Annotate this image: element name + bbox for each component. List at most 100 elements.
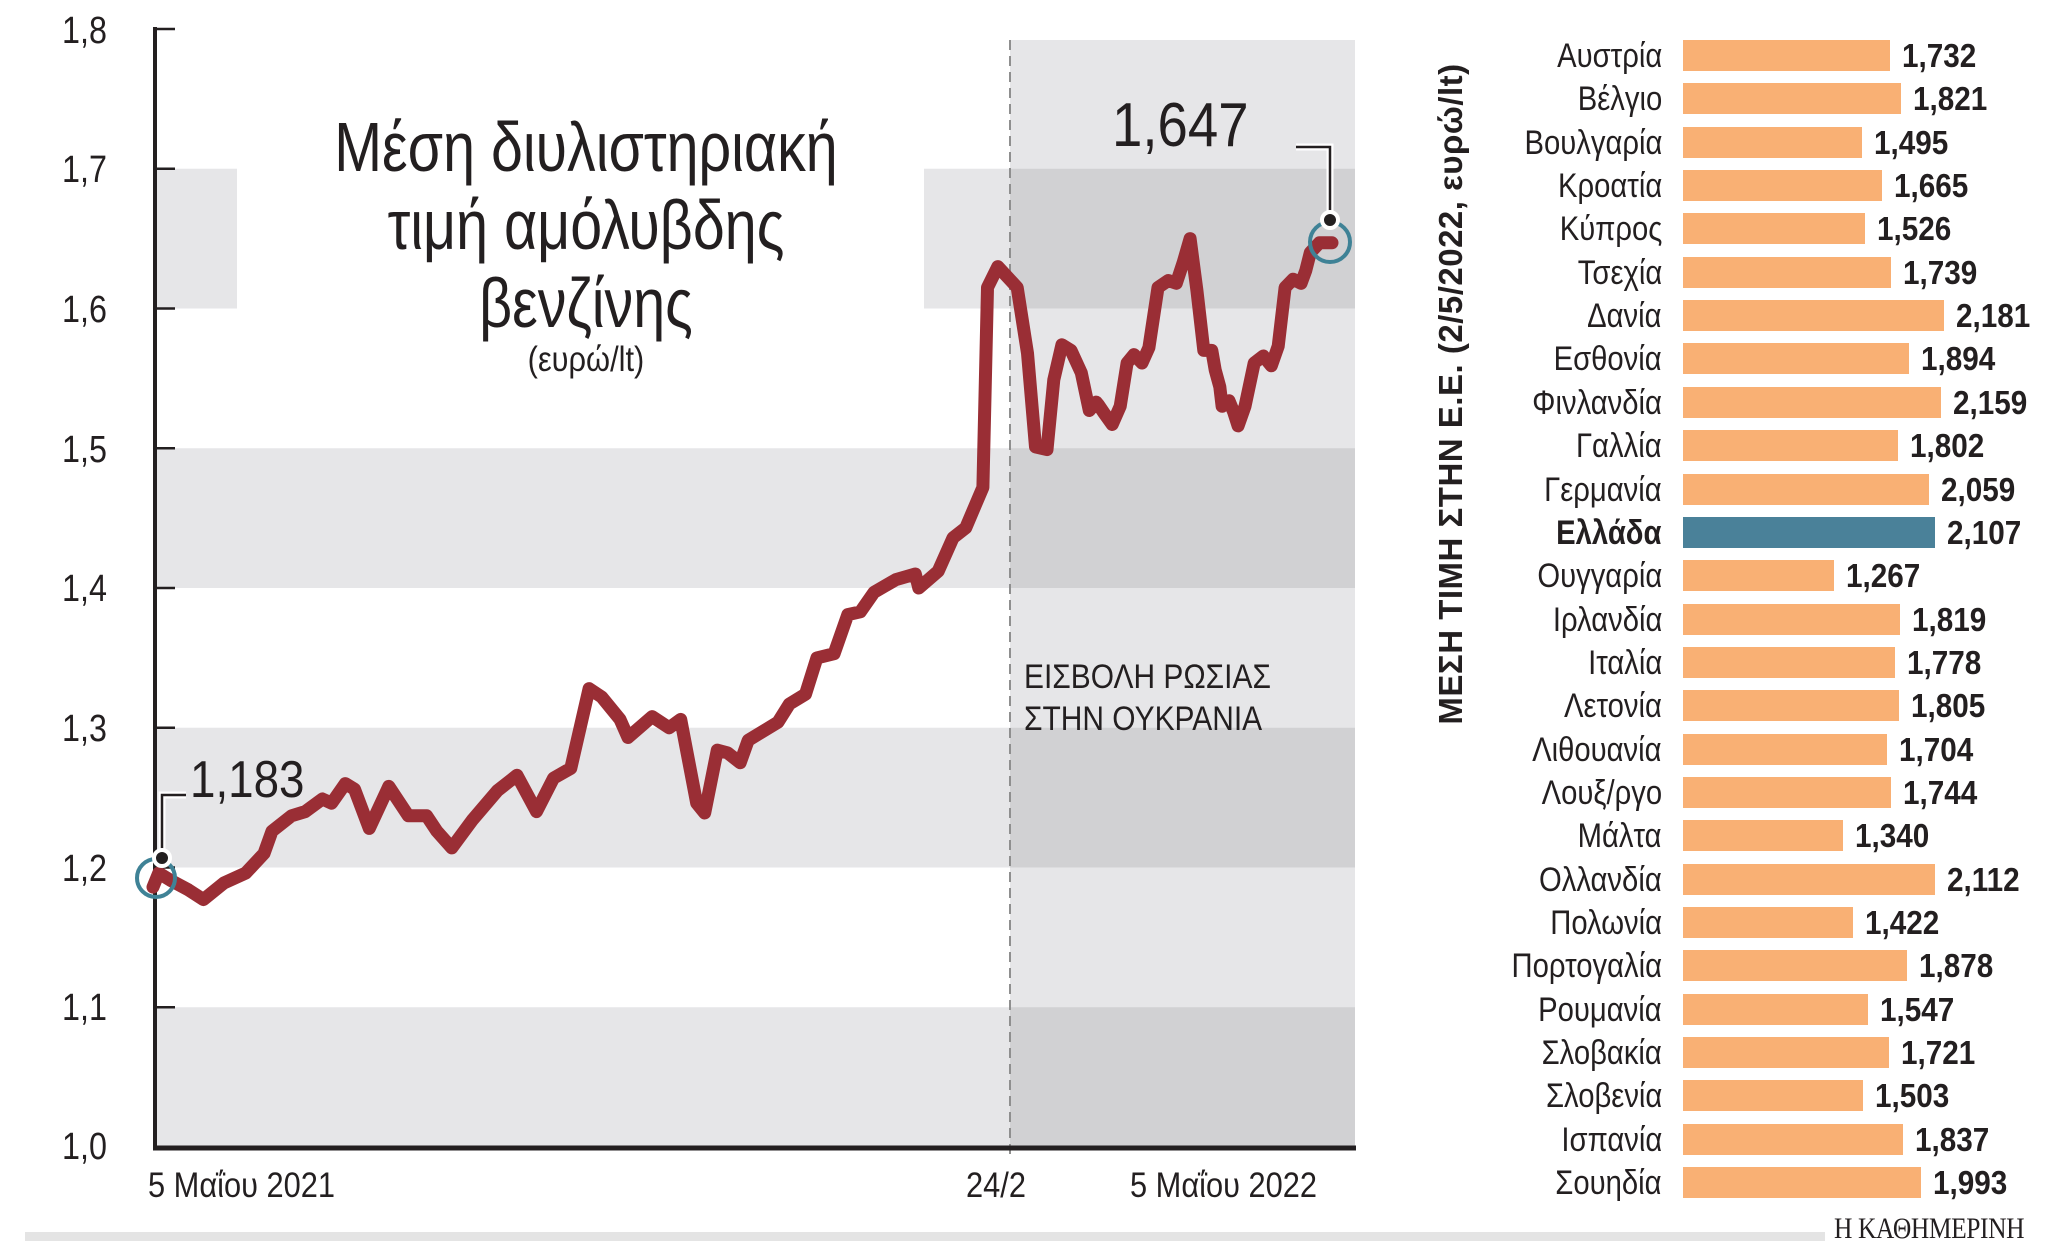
bar-row: Γερμανία 2,059 bbox=[1480, 470, 2048, 510]
country-label: Γερμανία bbox=[1544, 470, 1662, 509]
country-label: Ιρλανδία bbox=[1552, 600, 1662, 639]
price-bar bbox=[1683, 863, 1936, 895]
price-value: 2,181 bbox=[1955, 297, 2030, 335]
country-label: Σλοβενία bbox=[1545, 1077, 1662, 1116]
chart-title-line: βενζίνης bbox=[479, 264, 693, 342]
bar-row: Αυστρία 1,732 bbox=[1480, 36, 2048, 76]
price-bar bbox=[1683, 733, 1887, 765]
y-tick-label: 1,1 bbox=[62, 987, 107, 1029]
bar-row: Δανία 2,181 bbox=[1480, 296, 2048, 336]
bar-row: Ιταλία 1,778 bbox=[1480, 643, 2048, 683]
event-annotation: ΕΙΣΒΟΛΗ ΡΩΣΙΑΣ ΣΤΗΝ ΟΥΚΡΑΝΙΑ bbox=[1024, 656, 1271, 740]
bar-row: Πολωνία 1,422 bbox=[1480, 903, 2048, 943]
bar-row: Ιρλανδία 1,819 bbox=[1480, 600, 2048, 640]
band bbox=[155, 1007, 1010, 1147]
price-bar bbox=[1683, 1037, 1889, 1069]
country-label: Λετονία bbox=[1564, 687, 1662, 726]
price-value: 1,837 bbox=[1914, 1120, 1989, 1158]
band bbox=[1010, 727, 1355, 868]
event-annotation-line: ΣΤΗΝ ΟΥΚΡΑΝΙΑ bbox=[1024, 700, 1263, 738]
bar-row: Λιθουανία 1,704 bbox=[1480, 730, 2048, 770]
country-label: Κύπρος bbox=[1559, 210, 1662, 249]
price-bar bbox=[1683, 1080, 1863, 1112]
bar-row: Ισπανία 1,837 bbox=[1480, 1120, 2048, 1160]
country-label: Ισπανία bbox=[1561, 1120, 1662, 1159]
bar-row: Σλοβακία 1,721 bbox=[1480, 1033, 2048, 1073]
price-value: 1,778 bbox=[1907, 643, 1982, 681]
price-bar bbox=[1683, 386, 1941, 418]
line-chart-plot bbox=[135, 27, 1356, 1160]
price-value: 1,422 bbox=[1864, 904, 1940, 941]
price-value: 1,704 bbox=[1898, 730, 1973, 768]
country-label: Ελλάδα bbox=[1556, 513, 1662, 552]
price-bar bbox=[1683, 213, 1866, 245]
chart-title: Μέση διυλιστηριακή τιμή αμόλυβδης βενζίν… bbox=[236, 108, 936, 342]
price-bar bbox=[1683, 170, 1882, 202]
price-value: 1,739 bbox=[1902, 253, 1978, 291]
band bbox=[1010, 1007, 1355, 1147]
band bbox=[155, 448, 1010, 588]
price-value: 1,665 bbox=[1893, 167, 1969, 205]
bar-row: Τσεχία 1,739 bbox=[1480, 253, 2048, 293]
bar-row: Ελλάδα 2,107 bbox=[1480, 513, 2048, 553]
band bbox=[924, 168, 1010, 309]
price-value: 1,503 bbox=[1874, 1077, 1949, 1115]
country-label: Πολωνία bbox=[1550, 904, 1662, 942]
country-label: Βέλγιο bbox=[1577, 80, 1662, 119]
price-value: 1,721 bbox=[1900, 1034, 1975, 1072]
price-value: 1,821 bbox=[1912, 80, 1987, 118]
price-value: 2,112 bbox=[1947, 860, 2021, 898]
chart-title-line: τιμή αμόλυβδης bbox=[387, 186, 785, 264]
price-value: 2,107 bbox=[1946, 513, 2022, 551]
price-value: 1,819 bbox=[1912, 600, 1987, 638]
price-bar bbox=[1683, 1123, 1903, 1155]
price-value: 1,894 bbox=[1921, 340, 1996, 378]
price-bar bbox=[1683, 560, 1835, 592]
price-bar bbox=[1683, 776, 1892, 808]
start-leader-line bbox=[160, 793, 186, 859]
y-tick-label: 1,3 bbox=[62, 708, 107, 750]
country-label: Μάλτα bbox=[1578, 817, 1662, 856]
price-value: 1,495 bbox=[1873, 123, 1948, 161]
country-label: Ολλανδία bbox=[1539, 860, 1662, 899]
price-value: 1,805 bbox=[1910, 687, 1986, 725]
y-tick-label: 1,4 bbox=[62, 568, 107, 610]
country-label: Κροατία bbox=[1557, 167, 1662, 206]
bar-row: Βουλγαρία 1,495 bbox=[1480, 123, 2048, 163]
band bbox=[155, 727, 1010, 868]
price-bar bbox=[1683, 950, 1908, 982]
price-bar bbox=[1683, 1167, 1922, 1199]
country-label: Βουλγαρία bbox=[1524, 123, 1662, 162]
price-value: 1,732 bbox=[1901, 37, 1977, 74]
country-label: Δανία bbox=[1587, 297, 1662, 336]
bar-row: Πορτογαλία 1,878 bbox=[1480, 946, 2048, 986]
price-bar bbox=[1683, 646, 1896, 678]
price-line bbox=[146, 232, 1339, 907]
band bbox=[155, 168, 237, 309]
price-value: 1,547 bbox=[1879, 990, 1955, 1028]
publisher-logo: Η ΚΑΘΗΜΕΡΙΝΗ bbox=[1834, 1212, 2025, 1245]
country-label: Τσεχία bbox=[1577, 253, 1662, 292]
y-tick-label: 1,2 bbox=[62, 848, 107, 890]
price-bar bbox=[1683, 690, 1899, 722]
country-label: Σουηδία bbox=[1555, 1164, 1662, 1203]
price-bar bbox=[1683, 300, 1944, 332]
bar-row: Λουξ/ργο 1,744 bbox=[1480, 773, 2048, 813]
country-label: Ρουμανία bbox=[1538, 990, 1662, 1029]
bar-row: Φινλανδία 2,159 bbox=[1480, 383, 2048, 423]
y-tick-label: 1,5 bbox=[62, 429, 107, 471]
footer-divider bbox=[25, 1232, 1825, 1241]
x-label-start: 5 Μαΐου 2021 bbox=[148, 1166, 336, 1205]
band bbox=[1010, 448, 1355, 588]
bar-row: Ολλανδία 2,112 bbox=[1480, 860, 2048, 900]
price-bar bbox=[1683, 907, 1853, 938]
price-value: 1,340 bbox=[1855, 817, 1930, 855]
country-label: Ουγγαρία bbox=[1537, 557, 1662, 596]
x-label-end: 5 Μαΐου 2022 bbox=[1130, 1166, 1318, 1205]
bar-row: Μάλτα 1,340 bbox=[1480, 816, 2048, 856]
bar-row: Ουγγαρία 1,267 bbox=[1480, 556, 2048, 596]
event-annotation-line: ΕΙΣΒΟΛΗ ΡΩΣΙΑΣ bbox=[1024, 658, 1271, 696]
bar-row: Ρουμανία 1,547 bbox=[1480, 990, 2048, 1030]
price-bar bbox=[1683, 820, 1844, 852]
price-value: 2,159 bbox=[1953, 383, 2028, 421]
